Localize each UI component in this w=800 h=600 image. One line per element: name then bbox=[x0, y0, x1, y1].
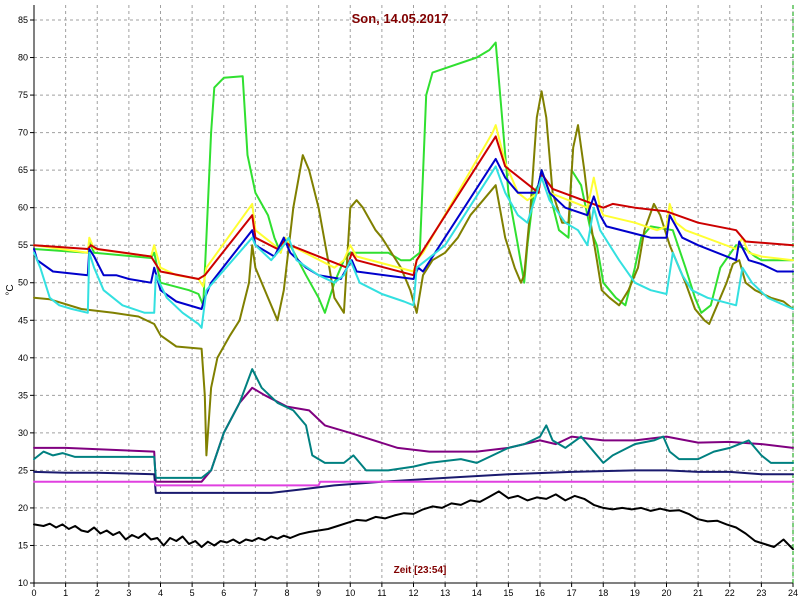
y-tick-label: 55 bbox=[18, 240, 28, 250]
y-tick-label: 80 bbox=[18, 53, 28, 63]
x-tick-label: 19 bbox=[630, 588, 640, 598]
x-tick-label: 4 bbox=[158, 588, 163, 598]
x-tick-label: 9 bbox=[316, 588, 321, 598]
x-tick-label: 11 bbox=[377, 588, 386, 598]
series-line-5 bbox=[33, 157, 794, 310]
x-tick-label: 0 bbox=[31, 588, 36, 598]
x-axis-label: Zeit [23:54] bbox=[394, 565, 447, 576]
y-tick-label: 10 bbox=[18, 578, 28, 588]
axes: 0 1 2 3 4 5 6 7 8 9 10 11 12 13 14 15 16 17 18 19 20 21 22 23 24… bbox=[18, 5, 798, 598]
series-line-6 bbox=[33, 165, 794, 329]
x-tick-label: 12 bbox=[408, 588, 418, 598]
x-tick-label: 6 bbox=[221, 588, 226, 598]
x-tick-label: 23 bbox=[756, 588, 766, 598]
x-tick-label: 20 bbox=[661, 588, 671, 598]
x-tick-label: 14 bbox=[472, 588, 482, 598]
chart-title: Son, 14.05.2017 bbox=[352, 11, 449, 26]
x-tick-label: 2 bbox=[95, 588, 100, 598]
y-tick-label: 30 bbox=[18, 428, 28, 438]
x-tick-label: 15 bbox=[503, 588, 513, 598]
x-tick-label: 16 bbox=[535, 588, 545, 598]
x-tick-label: 17 bbox=[567, 588, 577, 598]
y-tick-label: 45 bbox=[18, 315, 28, 325]
series-line-7 bbox=[33, 386, 794, 483]
series-line-9 bbox=[33, 469, 794, 494]
series-group bbox=[33, 41, 794, 551]
y-tick-label: 20 bbox=[18, 503, 28, 513]
x-tick-label: 5 bbox=[190, 588, 195, 598]
y-tick-label: 40 bbox=[18, 353, 28, 363]
x-tick-label: 22 bbox=[725, 588, 735, 598]
y-tick-label: 70 bbox=[18, 128, 28, 138]
x-tick-label: 13 bbox=[440, 588, 450, 598]
y-axis-label: °C bbox=[5, 284, 16, 295]
y-tick-label: 35 bbox=[18, 390, 28, 400]
series-line-4 bbox=[33, 135, 794, 280]
x-tick-label: 1 bbox=[63, 588, 68, 598]
x-tick-label: 7 bbox=[253, 588, 258, 598]
y-tick-label: 75 bbox=[18, 90, 28, 100]
series-line-1 bbox=[33, 41, 794, 314]
x-tick-label: 8 bbox=[284, 588, 289, 598]
y-tick-label: 15 bbox=[18, 540, 28, 550]
x-tick-label: 3 bbox=[126, 588, 131, 598]
x-tick-label: 24 bbox=[788, 588, 798, 598]
y-tick-label: 25 bbox=[18, 465, 28, 475]
series-line-10 bbox=[33, 480, 794, 487]
x-tick-label: 21 bbox=[693, 588, 703, 598]
x-tick-label: 10 bbox=[345, 588, 355, 598]
series-line-11 bbox=[33, 490, 794, 551]
y-tick-label: 50 bbox=[18, 278, 28, 288]
series-line-8 bbox=[33, 368, 794, 479]
y-tick-label: 65 bbox=[18, 165, 28, 175]
x-tick-label: 18 bbox=[598, 588, 608, 598]
y-tick-label: 60 bbox=[18, 203, 28, 213]
y-tick-label: 85 bbox=[18, 15, 28, 25]
